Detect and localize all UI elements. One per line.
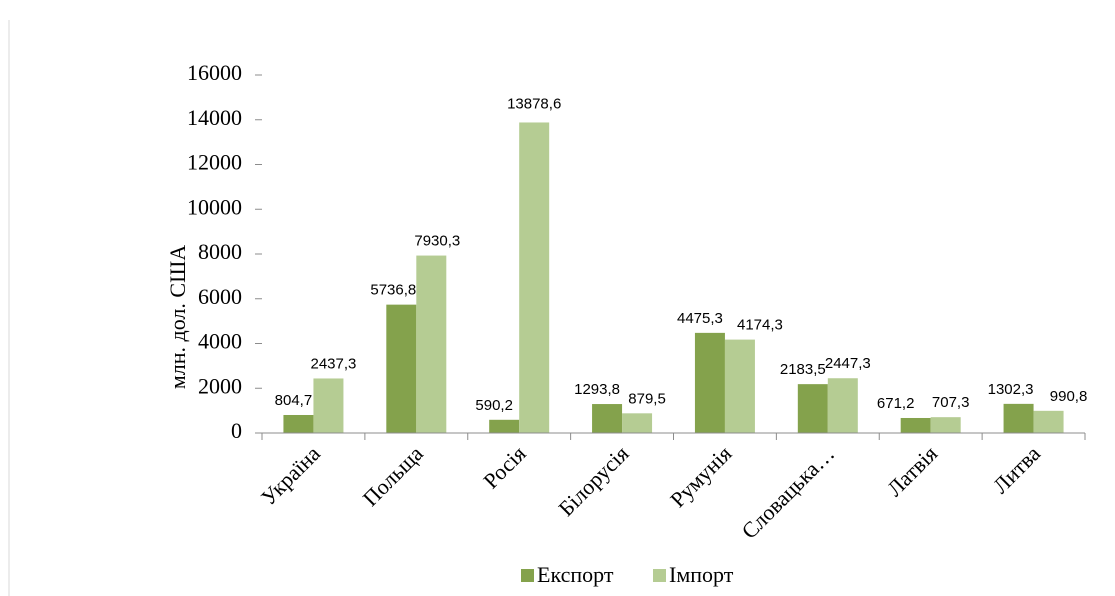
x-tick-label: Польща: [358, 441, 428, 511]
x-tick-label: Литва: [988, 441, 1046, 499]
y-tick-label: 10000: [187, 194, 242, 219]
data-label-export: 1293,8: [574, 381, 620, 398]
bar-export: [694, 332, 725, 433]
data-label-export: 804,7: [275, 392, 313, 409]
bar-export: [489, 419, 520, 433]
bar-import: [930, 417, 961, 433]
bar-import: [1033, 410, 1064, 433]
bar-export: [386, 304, 417, 433]
y-tick-label: 12000: [187, 150, 242, 175]
x-tick-label: Україна: [256, 441, 325, 510]
bar-import: [622, 413, 653, 433]
bars: [283, 122, 1064, 434]
y-tick-label: 16000: [187, 60, 242, 85]
bar-import: [313, 378, 344, 433]
bar-import: [724, 339, 755, 433]
bar-export: [592, 404, 623, 433]
data-label-export: 5736,8: [370, 282, 416, 299]
legend-label-export: Експорт: [537, 562, 614, 587]
bar-import: [519, 122, 550, 434]
x-tick-label: Білорусія: [553, 441, 633, 521]
y-tick-label: 14000: [187, 105, 242, 130]
data-label-import: 7930,3: [414, 233, 460, 250]
y-tick-label: 4000: [198, 329, 242, 354]
x-tick-label: Словацька…: [736, 441, 839, 544]
data-label-export: 671,2: [877, 395, 915, 412]
legend-label-import: Імпорт: [669, 562, 734, 587]
bar-export: [797, 384, 828, 433]
y-tick-label: 0: [231, 418, 242, 443]
bar-import: [827, 378, 858, 433]
data-label-import: 990,8: [1050, 388, 1088, 405]
data-label-export: 590,2: [475, 397, 513, 414]
y-axis-label: млн. дол. США: [165, 245, 190, 389]
bar-export: [1003, 403, 1034, 433]
data-label-import: 707,3: [932, 394, 970, 411]
data-label-import: 13878,6: [507, 95, 561, 112]
data-label-import: 2437,3: [310, 355, 356, 372]
bar-export: [900, 417, 931, 433]
x-axis-ticks: Україна Польща Росія Білорусія Румунія Словац…: [256, 433, 1086, 544]
data-label-export: 2183,5: [780, 361, 826, 378]
x-tick-label: Румунія: [665, 441, 736, 512]
legend-swatch-import: [653, 569, 666, 582]
y-tick-label: 8000: [198, 239, 242, 264]
bar-export: [283, 414, 314, 433]
x-tick-label: Латвія: [882, 441, 942, 501]
data-label-export: 4475,3: [677, 310, 723, 327]
y-tick-label: 2000: [198, 373, 242, 398]
legend-swatch-export: [521, 569, 534, 582]
x-tick-label: Росія: [478, 441, 530, 493]
bar-import: [416, 255, 447, 433]
y-axis-ticks: 0 2000 4000 6000 8000 10000 12000 14000 16000: [187, 60, 262, 443]
y-tick-label: 6000: [198, 284, 242, 309]
data-label-import: 879,5: [628, 390, 666, 407]
data-label-export: 1302,3: [988, 381, 1034, 398]
data-label-import: 4174,3: [737, 317, 783, 334]
data-labels: 804,7 2437,3 5736,8 7930,3 590,2 13878,6 1293,…: [275, 95, 1088, 413]
data-label-import: 2447,3: [825, 355, 871, 372]
legend: Експорт Імпорт: [521, 562, 734, 587]
